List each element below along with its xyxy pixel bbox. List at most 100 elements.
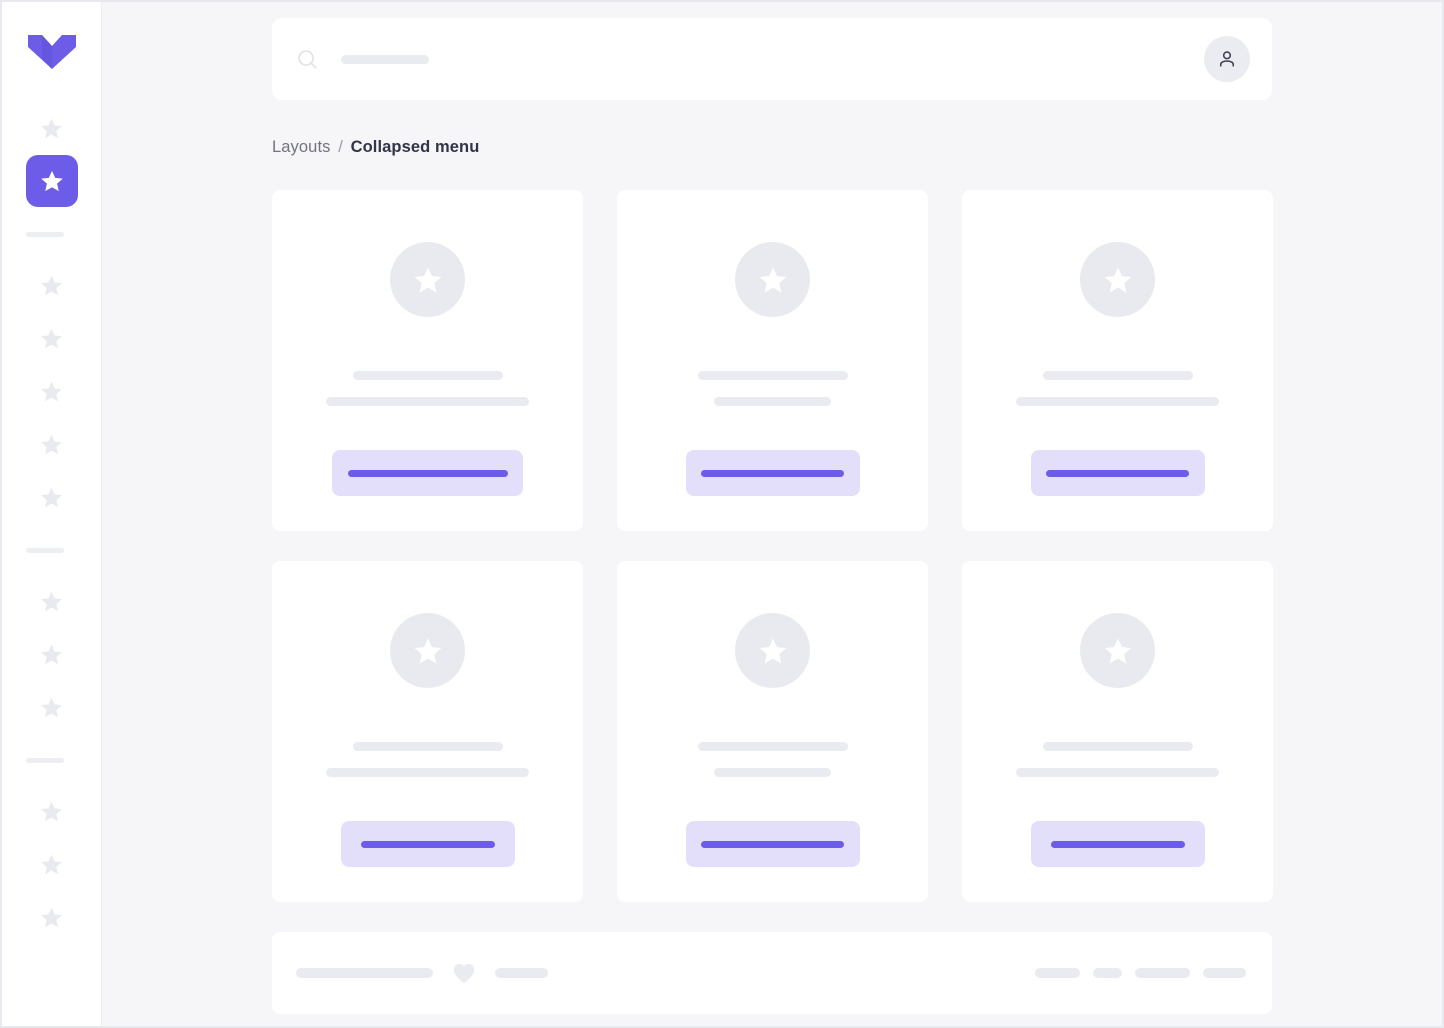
content-card — [962, 561, 1273, 902]
card-text-skeleton — [272, 371, 583, 406]
sidebar-group-0 — [25, 102, 78, 208]
footer-right-skeleton-4[interactable] — [1203, 968, 1246, 978]
user-icon — [1219, 51, 1235, 67]
content-card — [617, 561, 928, 902]
card-avatar — [1080, 613, 1155, 688]
breadcrumb-current: Collapsed menu — [350, 138, 480, 156]
sidebar-item-0-1-active[interactable] — [25, 155, 78, 207]
content-column: Layouts / Collapsed menu — [272, 18, 1273, 1014]
footer-left-skeleton-1[interactable] — [296, 968, 433, 978]
card-text-skeleton — [617, 742, 928, 777]
sidebar-nav-groups — [25, 102, 78, 944]
sidebar-group-1 — [26, 259, 78, 524]
breadcrumb-parent[interactable]: Layouts — [272, 138, 331, 156]
card-text-skeleton — [962, 742, 1273, 777]
card-button-label-skeleton — [701, 469, 844, 477]
sidebar-group-2 — [26, 575, 78, 734]
star-icon — [41, 434, 62, 454]
card-avatar — [390, 613, 465, 688]
sidebar-item-1-2[interactable] — [26, 365, 78, 417]
star-icon — [41, 381, 62, 401]
card-skeleton-line-1 — [1042, 371, 1193, 380]
star-icon — [41, 907, 62, 927]
card-action-button[interactable] — [1030, 450, 1205, 496]
sidebar-divider — [25, 232, 64, 237]
footer-right-skeleton-2[interactable] — [1093, 968, 1122, 978]
card-action-button[interactable] — [340, 821, 515, 867]
account-avatar-button[interactable] — [1204, 36, 1250, 82]
content-card — [272, 190, 583, 531]
card-avatar — [1080, 242, 1155, 317]
card-text-skeleton — [272, 742, 583, 777]
sidebar-item-3-0[interactable] — [26, 785, 78, 837]
card-skeleton-line-1 — [697, 742, 848, 751]
sidebar-item-2-2[interactable] — [26, 681, 78, 733]
main-content: Layouts / Collapsed menu — [102, 2, 1442, 1026]
heart-icon[interactable] — [451, 960, 477, 986]
star-icon — [41, 275, 62, 295]
card-skeleton-line-2 — [714, 397, 831, 406]
top-bar — [272, 18, 1272, 100]
card-avatar — [735, 613, 810, 688]
content-card — [617, 190, 928, 531]
sidebar-group-3 — [26, 785, 78, 944]
sidebar-item-1-3[interactable] — [26, 418, 78, 470]
sidebar-item-3-2[interactable] — [26, 891, 78, 943]
card-action-button[interactable] — [685, 450, 860, 496]
sidebar-item-3-1[interactable] — [26, 838, 78, 890]
breadcrumb-separator: / — [338, 138, 343, 156]
footer-right-skeleton-1[interactable] — [1035, 968, 1080, 978]
card-button-label-skeleton — [701, 840, 844, 848]
app-logo[interactable] — [26, 28, 78, 76]
search-icon — [298, 49, 317, 69]
card-skeleton-line-1 — [697, 371, 848, 380]
breadcrumb: Layouts / Collapsed menu — [272, 136, 1272, 158]
card-action-button[interactable] — [1030, 821, 1205, 867]
sidebar-item-2-0[interactable] — [26, 575, 78, 627]
footer-right-skeleton-3[interactable] — [1135, 968, 1190, 978]
card-skeleton-line-1 — [1042, 742, 1193, 751]
content-card — [272, 561, 583, 902]
star-icon — [41, 644, 62, 664]
sidebar-item-2-1[interactable] — [26, 628, 78, 680]
card-skeleton-line-2 — [1016, 397, 1219, 406]
sidebar-collapsed — [2, 2, 102, 1026]
footer-left-group — [296, 960, 548, 986]
card-skeleton-line-2 — [714, 768, 831, 777]
card-button-label-skeleton — [1050, 840, 1185, 848]
card-avatar — [390, 242, 465, 317]
star-icon — [40, 170, 63, 192]
star-icon — [41, 801, 62, 821]
star-icon — [759, 266, 786, 293]
sidebar-item-1-4[interactable] — [26, 471, 78, 523]
sidebar-item-0-0[interactable] — [26, 102, 78, 154]
card-button-label-skeleton — [347, 469, 508, 477]
content-card — [962, 190, 1273, 531]
star-icon — [41, 328, 62, 348]
card-text-skeleton — [962, 371, 1273, 406]
card-skeleton-line-2 — [326, 768, 529, 777]
star-icon — [1104, 637, 1131, 664]
card-action-button[interactable] — [685, 821, 860, 867]
card-button-label-skeleton — [1046, 469, 1189, 477]
footer-bar — [272, 932, 1272, 1014]
sidebar-divider — [25, 548, 64, 553]
sidebar-item-1-1[interactable] — [26, 312, 78, 364]
card-skeleton-line-1 — [352, 371, 503, 380]
footer-left-skeleton-3[interactable] — [495, 968, 548, 978]
footer-right-group — [1035, 968, 1246, 978]
search-placeholder-skeleton — [341, 54, 429, 64]
card-skeleton-line-2 — [1016, 768, 1219, 777]
star-icon — [414, 266, 441, 293]
star-icon — [41, 591, 62, 611]
search-input[interactable] — [296, 18, 1204, 100]
star-icon — [41, 697, 62, 717]
chevron-logo-icon — [27, 35, 76, 69]
card-button-label-skeleton — [360, 840, 495, 848]
sidebar-item-1-0[interactable] — [26, 259, 78, 311]
card-grid — [272, 190, 1273, 902]
star-icon — [414, 637, 441, 664]
card-avatar — [735, 242, 810, 317]
card-action-button[interactable] — [332, 450, 523, 496]
